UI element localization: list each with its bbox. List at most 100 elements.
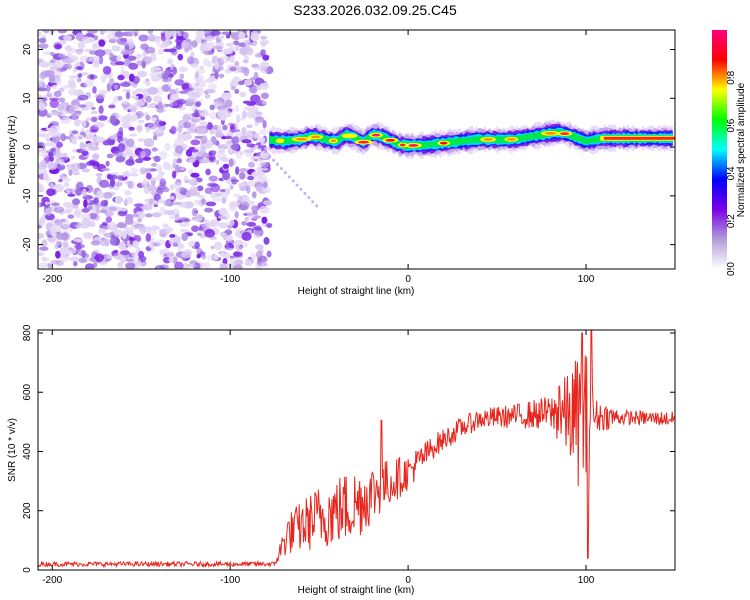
noise-speckle xyxy=(76,181,84,190)
noise-speckle xyxy=(175,145,184,154)
noise-speckle xyxy=(233,40,240,46)
noise-speckle xyxy=(115,155,126,163)
noise-speckle xyxy=(75,49,83,55)
noise-speckle xyxy=(238,183,244,187)
spectrogram-y-tick-label: 0 xyxy=(22,144,33,150)
noise-speckle xyxy=(176,36,185,40)
noise-speckle xyxy=(45,127,55,131)
noise-speckle xyxy=(138,34,149,42)
noise-speckle xyxy=(143,138,155,148)
noise-speckle xyxy=(261,179,270,183)
noise-speckle xyxy=(96,190,104,199)
noise-speckle xyxy=(130,167,138,174)
noise-speckle xyxy=(142,156,151,161)
noise-speckle xyxy=(145,233,151,242)
noise-speckle xyxy=(42,97,48,102)
noise-speckle xyxy=(129,106,137,113)
noise-speckle xyxy=(120,250,130,255)
band-peak-core xyxy=(399,143,406,147)
noise-speckle xyxy=(55,240,63,246)
noise-speckle xyxy=(242,59,249,64)
noise-speckle xyxy=(225,42,234,47)
noise-speckle xyxy=(234,88,240,94)
noise-speckle xyxy=(217,109,228,119)
noise-speckle xyxy=(131,251,139,259)
noise-speckle xyxy=(108,104,116,109)
noise-speckle xyxy=(174,164,181,174)
noise-speckle xyxy=(125,262,136,269)
noise-speckle xyxy=(247,180,257,187)
noise-speckle xyxy=(139,167,147,175)
noise-speckle xyxy=(172,45,183,51)
noise-speckle xyxy=(191,207,199,217)
noise-speckle xyxy=(212,197,223,202)
colorbar: 0.0 0.2 0.4 0.6 0.8 Normalized spectral ampl… xyxy=(712,30,747,276)
noise-speckle xyxy=(207,83,217,91)
noise-speckle xyxy=(210,245,215,250)
noise-speckle xyxy=(164,30,174,38)
noise-speckle xyxy=(91,206,97,214)
noise-speckle xyxy=(88,212,98,219)
noise-speckle xyxy=(180,167,185,171)
noise-speckle xyxy=(105,254,114,259)
noise-speckle xyxy=(63,242,69,249)
noise-speckle xyxy=(239,91,247,98)
streak-dot xyxy=(303,191,307,195)
noise-speckle xyxy=(128,173,140,177)
noise-speckle xyxy=(101,221,108,226)
spectrogram-x-tick-label: -200 xyxy=(42,274,62,285)
noise-speckle xyxy=(58,179,63,183)
noise-speckle xyxy=(260,161,270,168)
noise-speckle xyxy=(65,63,72,70)
noise-speckle xyxy=(186,56,195,65)
noise-speckle xyxy=(229,200,241,207)
noise-speckle xyxy=(251,210,258,216)
noise-speckle xyxy=(241,242,248,248)
band-peak-core xyxy=(310,135,321,139)
noise-speckle xyxy=(106,153,114,159)
noise-speckle xyxy=(115,61,126,66)
noise-speckle xyxy=(72,130,78,135)
noise-speckle xyxy=(246,221,257,227)
noise-speckle xyxy=(38,87,48,92)
noise-speckle xyxy=(246,47,254,56)
noise-speckle xyxy=(247,175,255,181)
noise-speckle xyxy=(244,40,252,48)
noise-speckle xyxy=(109,52,114,58)
noise-speckle xyxy=(94,253,105,262)
noise-speckle xyxy=(159,206,166,216)
snr-y-tick-label: 200 xyxy=(22,502,33,519)
noise-speckle xyxy=(147,86,159,95)
noise-speckle xyxy=(257,66,268,71)
noise-speckle xyxy=(40,133,50,138)
noise-speckle xyxy=(188,94,195,99)
noise-speckle xyxy=(175,188,180,197)
noise-speckle xyxy=(218,73,225,78)
noise-speckle xyxy=(59,246,68,256)
colorbar-tick-label: 0.6 xyxy=(726,118,737,132)
noise-speckle xyxy=(157,48,165,55)
noise-speckle xyxy=(255,185,263,192)
spectrogram-y-tick-label: 20 xyxy=(22,44,33,56)
noise-speckle xyxy=(44,142,55,147)
noise-speckle xyxy=(127,37,134,45)
noise-speckle xyxy=(224,252,232,259)
noise-speckle xyxy=(190,149,199,153)
noise-speckle xyxy=(92,86,97,94)
noise-speckle xyxy=(81,250,87,259)
noise-speckle xyxy=(60,118,72,124)
noise-speckle xyxy=(101,167,111,171)
noise-speckle xyxy=(104,30,116,34)
noise-speckle xyxy=(120,65,125,74)
noise-speckle xyxy=(127,55,137,61)
noise-speckle xyxy=(52,111,64,116)
noise-speckle xyxy=(209,104,215,111)
noise-speckle xyxy=(72,238,84,242)
noise-speckle xyxy=(229,219,235,226)
noise-speckle xyxy=(236,114,241,123)
noise-speckle xyxy=(121,42,129,46)
noise-speckle xyxy=(67,193,76,197)
noise-speckle xyxy=(260,35,268,40)
noise-speckle xyxy=(238,168,249,173)
noise-speckle xyxy=(58,53,66,58)
